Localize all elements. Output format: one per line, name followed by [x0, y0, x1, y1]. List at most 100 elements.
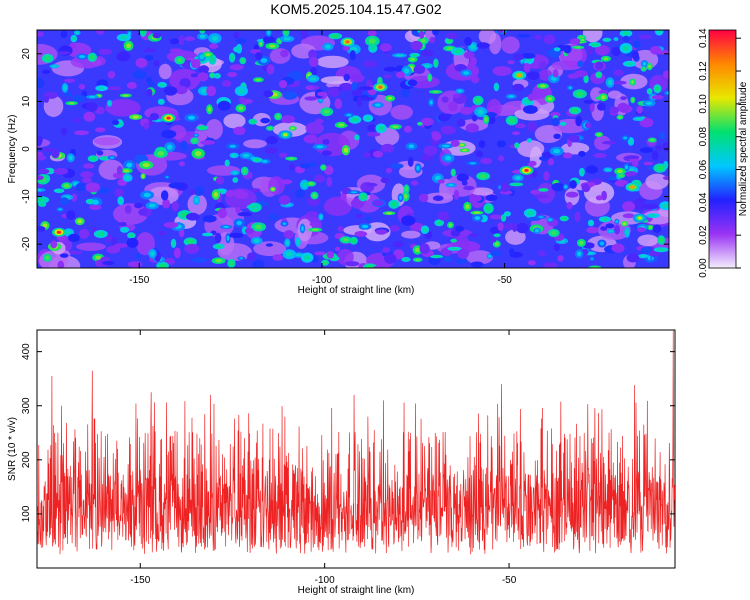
- heatmap-cell: [471, 75, 480, 84]
- heatmap-cell: [178, 35, 185, 46]
- heatmap-cell: [631, 80, 635, 84]
- heatmap-cell: [271, 187, 275, 191]
- heatmap-cell: [37, 136, 43, 147]
- heatmap-cell: [622, 31, 630, 36]
- heatmap-cell: [83, 111, 96, 122]
- heatmap-cell: [68, 155, 73, 160]
- heatmap-cell: [502, 216, 505, 220]
- heatmap-cell: [466, 250, 494, 265]
- heatmap-cell: [535, 229, 539, 233]
- heatmap-cell: [59, 253, 69, 258]
- heatmap-cell: [211, 35, 219, 41]
- heatmap-cell: [416, 165, 420, 171]
- heatmap-cell: [331, 34, 339, 38]
- heatmap-cell: [530, 189, 541, 195]
- heatmap-cell: [322, 139, 330, 145]
- heatmap-cell: [250, 120, 255, 124]
- heatmap-cell: [452, 170, 455, 175]
- heatmap-cell: [51, 149, 60, 159]
- heatmap-cell: [437, 211, 450, 221]
- heatmap-cell: [38, 198, 46, 202]
- heatmap-cell: [508, 95, 514, 98]
- heatmap-cell: [368, 38, 376, 44]
- heatmap-cell: [538, 250, 546, 257]
- heatmap-cell: [431, 132, 442, 141]
- heatmap-cell: [238, 88, 245, 94]
- colorbar-tick-label: 0.14: [698, 28, 709, 48]
- heatmap-cell: [584, 76, 588, 82]
- heatmap-cell: [567, 73, 579, 79]
- heatmap-cell: [237, 212, 252, 217]
- heatmap-cell: [456, 118, 466, 127]
- heatmap-cell: [553, 133, 561, 139]
- heatmap-cell: [152, 32, 161, 39]
- heatmap-cell: [83, 163, 95, 169]
- heatmap-cell: [553, 243, 561, 252]
- heatmap-cell: [543, 262, 558, 268]
- heatmap-cell: [566, 201, 573, 210]
- heatmap-cell: [334, 246, 340, 252]
- heatmap-cell: [498, 155, 504, 162]
- heatmap-cell: [617, 169, 623, 174]
- heatmap-cell: [97, 187, 110, 194]
- heatmap-cell: [513, 53, 525, 61]
- heatmap-cell: [225, 161, 229, 165]
- heatmap-cell: [236, 220, 242, 226]
- heatmap-cell: [342, 238, 349, 242]
- heatmap-cell: [165, 176, 169, 179]
- heatmap-cell: [372, 200, 384, 206]
- heatmap-cell: [51, 65, 57, 68]
- heatmap-ytick-label: -10: [21, 189, 32, 204]
- heatmap-cell: [93, 137, 121, 146]
- heatmap-cell: [390, 163, 404, 169]
- heatmap-cell: [254, 224, 263, 230]
- heatmap-cell: [523, 63, 531, 73]
- heatmap-cell: [374, 103, 381, 107]
- heatmap-cell: [214, 232, 222, 244]
- heatmap-cell: [446, 39, 452, 43]
- heatmap-cell: [413, 64, 426, 74]
- heatmap-cell: [265, 136, 278, 145]
- heatmap-cell: [476, 42, 490, 49]
- heatmap-cell: [233, 126, 246, 136]
- heatmap-cell: [238, 106, 244, 111]
- heatmap-cell: [342, 45, 350, 51]
- heatmap-cell: [215, 176, 225, 185]
- heatmap-cell: [337, 248, 354, 266]
- heatmap-cell: [222, 80, 232, 87]
- heatmap-cell: [241, 58, 245, 63]
- heatmap-cell: [552, 69, 559, 78]
- heatmap-cell: [90, 156, 96, 161]
- heatmap-cell: [146, 88, 153, 97]
- heatmap-cell: [575, 46, 582, 49]
- heatmap-cell: [288, 157, 295, 160]
- heatmap-cell: [260, 117, 271, 124]
- heatmap-cell: [355, 135, 359, 139]
- heatmap-cell: [278, 80, 288, 89]
- heatmap-cell: [319, 215, 323, 219]
- heatmap-cell: [611, 46, 622, 57]
- heatmap-cell: [599, 241, 605, 246]
- heatmap-cell: [440, 125, 456, 135]
- heatmap-cell: [169, 38, 179, 45]
- heatmap-cell: [614, 80, 627, 85]
- heatmap-cell: [623, 136, 628, 140]
- heatmap-cell: [480, 157, 493, 165]
- heatmap-cell: [260, 58, 268, 63]
- heatmap-cell: [657, 248, 665, 251]
- heatmap-cell: [387, 96, 393, 100]
- heatmap-cell: [631, 98, 635, 102]
- heatmap-cell: [66, 230, 72, 235]
- heatmap-cell: [475, 150, 484, 157]
- heatmap-cell: [276, 114, 281, 119]
- heatmap-cell: [178, 161, 185, 167]
- heatmap-cell: [463, 71, 469, 75]
- heatmap-cell: [261, 160, 268, 163]
- heatmap-cell: [595, 45, 610, 56]
- heatmap-cell: [380, 143, 395, 153]
- heatmap-cell: [306, 211, 319, 218]
- heatmap-cell: [296, 239, 300, 245]
- heatmap-cell: [37, 189, 43, 191]
- heatmap-cell: [561, 217, 567, 220]
